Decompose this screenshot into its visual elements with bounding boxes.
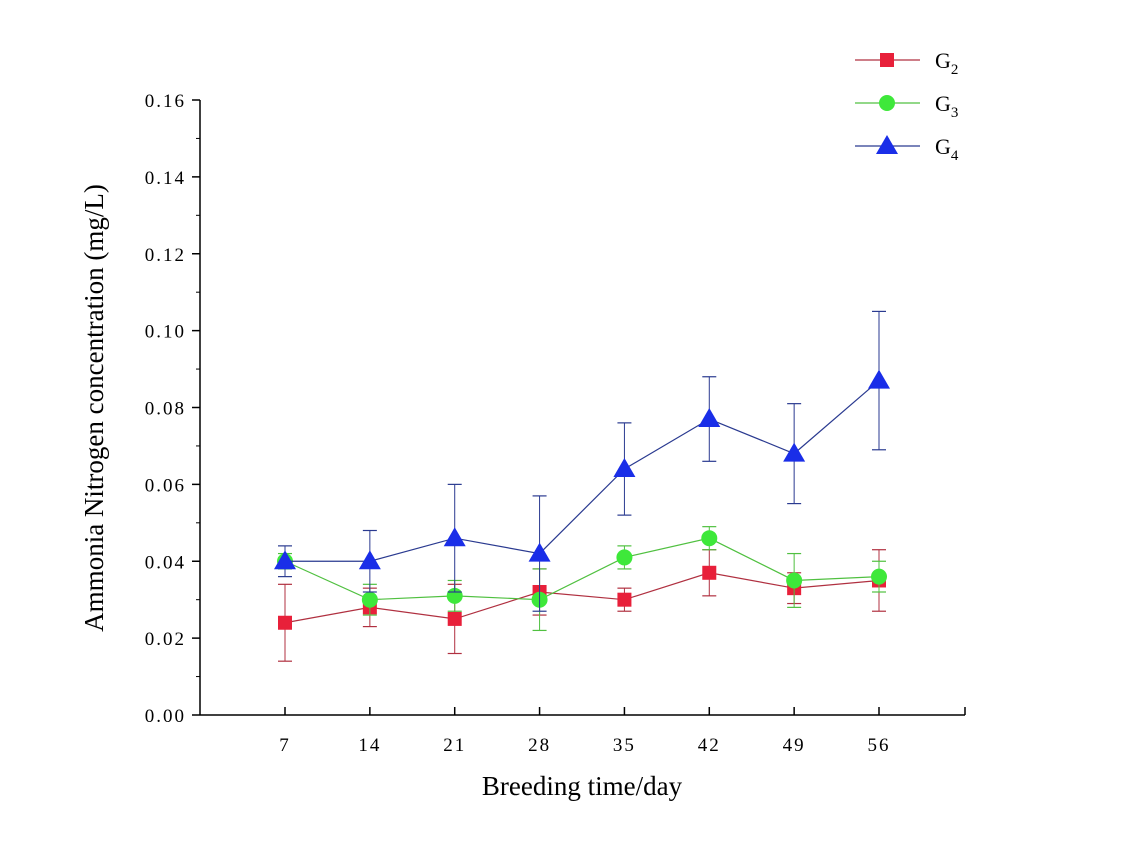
y-tick-label: 0.14 bbox=[145, 168, 186, 189]
x-tick-label: 42 bbox=[698, 735, 721, 756]
legend-label: G2 bbox=[935, 48, 958, 78]
data-point bbox=[274, 550, 296, 570]
y-tick-label: 0.10 bbox=[145, 322, 186, 343]
data-point bbox=[361, 591, 378, 608]
legend-marker bbox=[879, 95, 895, 111]
y-tick-label: 0.00 bbox=[145, 706, 186, 727]
data-point bbox=[447, 611, 462, 626]
legend-label: G4 bbox=[935, 134, 959, 164]
x-tick-label: 7 bbox=[279, 735, 291, 756]
data-point bbox=[443, 527, 466, 547]
data-point bbox=[702, 565, 717, 580]
data-point bbox=[616, 549, 633, 566]
data-point bbox=[278, 615, 292, 630]
legend-label: G3 bbox=[935, 91, 958, 121]
x-tick-label: 14 bbox=[358, 735, 381, 756]
data-point bbox=[613, 458, 636, 477]
series-line bbox=[284, 572, 880, 624]
x-tick-label: 28 bbox=[528, 735, 551, 756]
data-point bbox=[528, 542, 551, 562]
y-tick-label: 0.16 bbox=[145, 91, 186, 112]
data-point bbox=[701, 530, 718, 547]
x-axis-label: Breeding time/day bbox=[482, 771, 683, 801]
legend-item: G3 bbox=[855, 91, 958, 121]
y-tick-label: 0.12 bbox=[145, 245, 186, 266]
legend-marker bbox=[880, 53, 894, 67]
data-point bbox=[358, 550, 381, 570]
y-tick-label: 0.04 bbox=[145, 552, 186, 573]
data-point bbox=[783, 442, 806, 462]
data-point bbox=[871, 568, 887, 585]
x-tick-label: 56 bbox=[868, 735, 891, 756]
data-point bbox=[698, 408, 721, 428]
series-line bbox=[285, 380, 880, 562]
data-point bbox=[868, 369, 890, 389]
data-point bbox=[617, 592, 632, 607]
y-tick-label: 0.02 bbox=[145, 629, 186, 650]
legend-marker bbox=[876, 135, 898, 154]
legend-item: G4 bbox=[855, 134, 959, 164]
series-line bbox=[284, 537, 880, 601]
x-tick-label: 49 bbox=[783, 735, 806, 756]
x-tick-label: 21 bbox=[443, 735, 466, 756]
legend-item: G2 bbox=[855, 48, 958, 78]
y-axis-label: Ammonia Nitrogen concentration (mg/L) bbox=[79, 184, 109, 632]
y-tick-label: 0.08 bbox=[145, 399, 186, 420]
y-tick-label: 0.06 bbox=[145, 475, 186, 496]
x-tick-label: 35 bbox=[613, 735, 636, 756]
data-point bbox=[786, 572, 803, 589]
